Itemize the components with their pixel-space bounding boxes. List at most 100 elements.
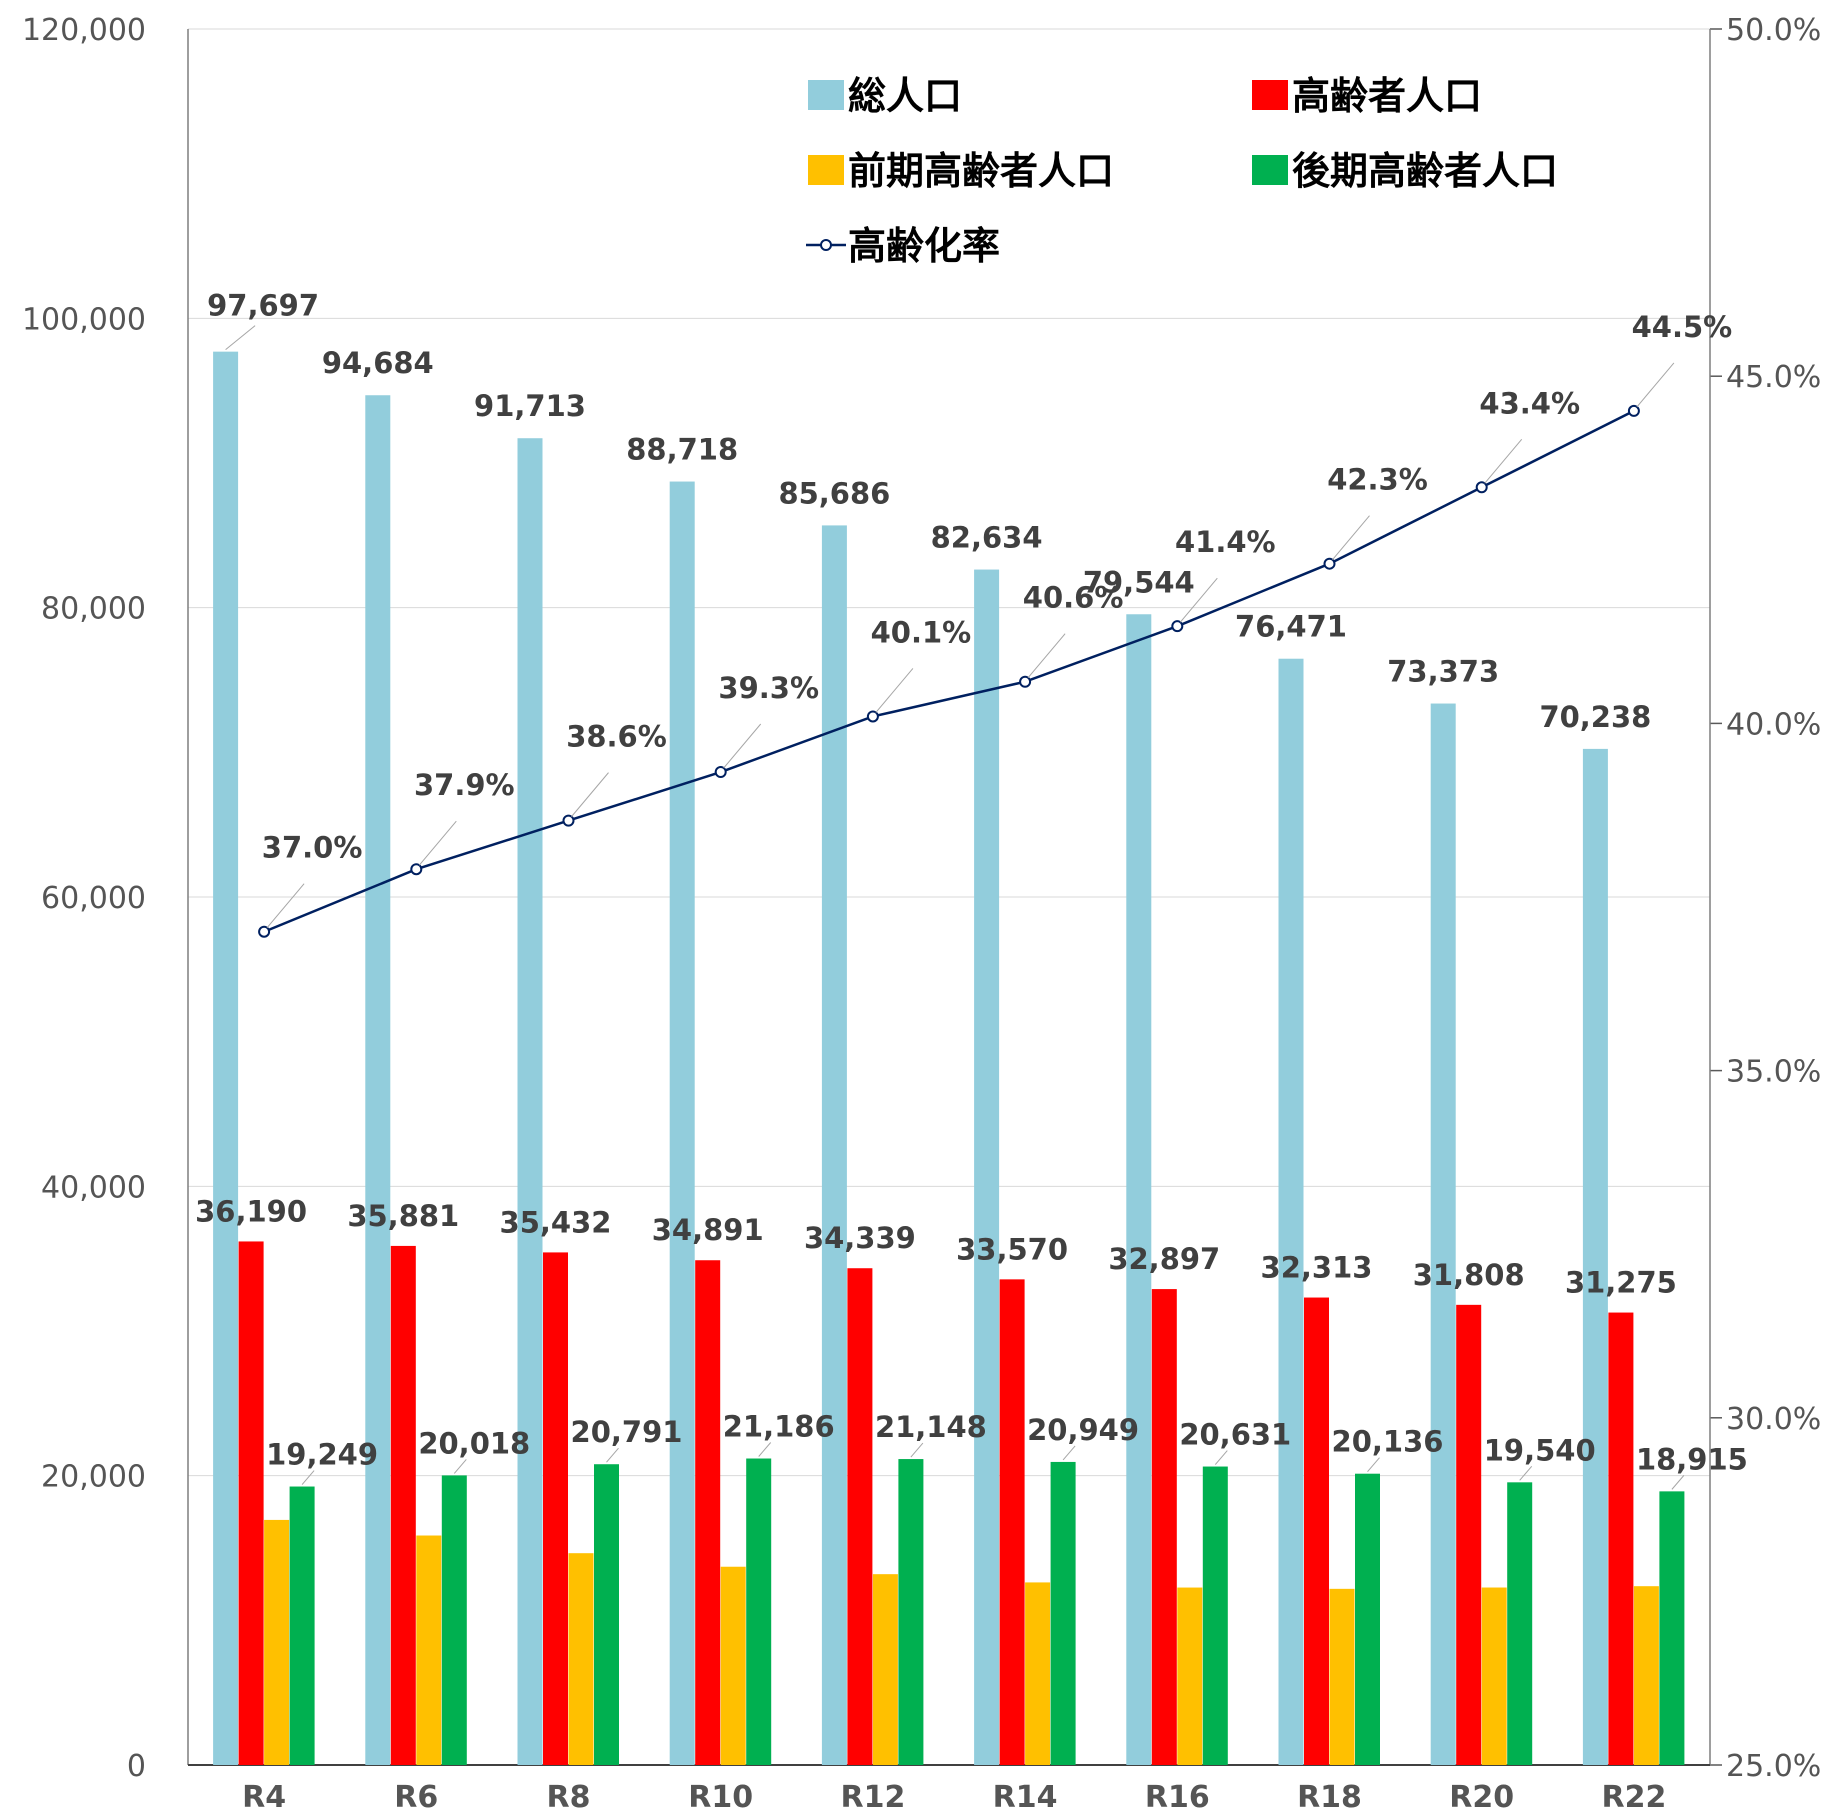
bar-前期高齢者人口-R12 — [872, 1574, 898, 1765]
data-label-総人口: 91,713 — [474, 389, 586, 423]
data-label-leader — [1332, 515, 1370, 561]
data-label-高齢者人口: 36,190 — [195, 1194, 307, 1228]
data-label-高齢者人口: 32,897 — [1108, 1242, 1220, 1276]
line-marker — [1323, 557, 1336, 570]
data-label-高齢者人口: 35,881 — [347, 1199, 459, 1233]
data-label-leader — [453, 1459, 467, 1474]
y-left-tick-label: 0 — [127, 1749, 146, 1784]
data-label-leader — [571, 772, 609, 817]
bar-前期高齢者人口-R14 — [1025, 1582, 1051, 1765]
data-label-高齢化率: 37.9% — [414, 768, 515, 802]
data-label-leader — [1367, 1457, 1380, 1473]
bar-前期高齢者人口-R16 — [1177, 1587, 1203, 1765]
bar-後期高齢者人口-R10 — [746, 1458, 772, 1765]
line-高齢化率 — [263, 409, 1635, 933]
data-label-leader — [1179, 577, 1218, 623]
y-left-tick-label: 20,000 — [41, 1460, 146, 1495]
data-label-leader — [723, 723, 762, 769]
data-label-総人口: 88,718 — [626, 433, 738, 467]
bar-高齢者人口-R12 — [847, 1268, 873, 1765]
data-label-leader — [1484, 438, 1523, 484]
x-tick-label: R10 — [688, 1780, 753, 1815]
bar-総人口-R4 — [213, 351, 239, 1766]
data-label-leader — [1027, 633, 1066, 679]
bar-後期高齢者人口-R20 — [1507, 1482, 1533, 1765]
bar-後期高齢者人口-R16 — [1202, 1466, 1228, 1765]
y-left-tick-label: 80,000 — [41, 592, 146, 627]
legend-label-前期高齢者人口: 前期高齢者人口 — [848, 149, 1114, 193]
bar-前期高齢者人口-R4 — [264, 1519, 290, 1765]
bar-総人口-R6 — [365, 395, 391, 1765]
data-label-leader — [1519, 1465, 1533, 1481]
data-label-高齢者人口: 33,570 — [956, 1232, 1068, 1266]
x-tick-label: R12 — [840, 1780, 905, 1815]
data-label-後期高齢者人口: 20,018 — [418, 1426, 530, 1460]
data-label-後期高齢者人口: 19,249 — [266, 1438, 378, 1472]
y-left-tick-label: 100,000 — [22, 302, 146, 337]
legend-swatch-総人口 — [808, 80, 844, 110]
y-right-tick-label: 35.0% — [1726, 1055, 1821, 1090]
x-tick-label: R16 — [1145, 1780, 1210, 1815]
bar-前期高齢者人口-R22 — [1633, 1586, 1659, 1765]
legend-label-高齢者人口: 高齢者人口 — [1292, 74, 1482, 118]
data-label-高齢化率: 41.4% — [1175, 525, 1276, 559]
data-label-高齢化率: 40.1% — [871, 615, 972, 649]
data-label-高齢者人口: 34,891 — [652, 1213, 764, 1247]
bar-総人口-R18 — [1278, 658, 1304, 1766]
data-label-総人口: 82,634 — [931, 521, 1043, 555]
x-tick-label: R20 — [1449, 1780, 1514, 1815]
line-marker — [258, 925, 271, 938]
data-label-高齢者人口: 35,432 — [500, 1205, 612, 1239]
legend-label-総人口: 総人口 — [848, 74, 962, 118]
data-label-総人口: 94,684 — [322, 346, 434, 380]
data-label-後期高齢者人口: 20,136 — [1332, 1425, 1444, 1459]
data-label-後期高齢者人口: 21,186 — [723, 1410, 835, 1444]
data-label-高齢化率: 39.3% — [718, 671, 819, 705]
bar-前期高齢者人口-R18 — [1329, 1588, 1355, 1765]
data-label-高齢化率: 42.3% — [1327, 463, 1428, 497]
bar-後期高齢者人口-R8 — [594, 1464, 619, 1765]
bar-高齢者人口-R20 — [1456, 1304, 1482, 1765]
data-label-高齢化率: 43.4% — [1479, 386, 1580, 420]
data-label-leader — [1671, 1475, 1685, 1490]
data-label-leader — [910, 1442, 924, 1458]
x-tick-label: R8 — [547, 1780, 591, 1815]
bar-前期高齢者人口-R8 — [568, 1553, 594, 1765]
line-marker — [866, 710, 879, 723]
bar-後期高齢者人口-R4 — [289, 1486, 315, 1765]
bar-後期高齢者人口-R14 — [1050, 1461, 1076, 1765]
data-label-高齢者人口: 34,339 — [804, 1221, 916, 1255]
data-label-後期高齢者人口: 20,949 — [1027, 1413, 1139, 1447]
bar-高齢者人口-R8 — [543, 1252, 568, 1765]
data-label-leader — [1062, 1445, 1076, 1461]
bar-前期高齢者人口-R20 — [1481, 1587, 1507, 1765]
bar-高齢者人口-R18 — [1304, 1297, 1329, 1765]
bar-高齢者人口-R6 — [390, 1245, 416, 1765]
y-right-tick-label: 45.0% — [1726, 360, 1821, 395]
x-tick-label: R6 — [394, 1780, 438, 1815]
data-label-高齢化率: 37.0% — [262, 831, 363, 865]
bar-高齢者人口-R10 — [695, 1260, 721, 1765]
legend-label-高齢化率: 高齢化率 — [848, 224, 1000, 268]
y-left-tick-label: 120,000 — [22, 13, 146, 48]
x-tick-label: R18 — [1297, 1780, 1362, 1815]
data-label-高齢化率: 44.5% — [1632, 310, 1733, 344]
legend-marker-高齢化率 — [820, 239, 832, 251]
data-label-leader — [1636, 362, 1675, 408]
bar-高齢者人口-R4 — [238, 1241, 264, 1765]
legend-swatch-前期高齢者人口 — [808, 155, 844, 185]
line-marker — [410, 863, 423, 876]
data-label-後期高齢者人口: 20,791 — [571, 1415, 683, 1449]
data-label-高齢者人口: 31,275 — [1565, 1266, 1677, 1300]
bar-総人口-R22 — [1582, 748, 1608, 1765]
legend-swatch-後期高齢者人口 — [1252, 155, 1288, 185]
line-marker — [1627, 404, 1640, 417]
y-right-tick-label: 30.0% — [1726, 1402, 1821, 1437]
data-label-総人口: 79,544 — [1083, 565, 1195, 599]
bar-高齢者人口-R16 — [1151, 1289, 1177, 1765]
data-label-総人口: 73,373 — [1387, 655, 1499, 689]
y-left-tick-label: 60,000 — [41, 881, 146, 916]
bar-前期高齢者人口-R10 — [720, 1566, 746, 1765]
data-label-総人口: 76,471 — [1235, 610, 1347, 644]
data-label-leader — [225, 325, 256, 351]
